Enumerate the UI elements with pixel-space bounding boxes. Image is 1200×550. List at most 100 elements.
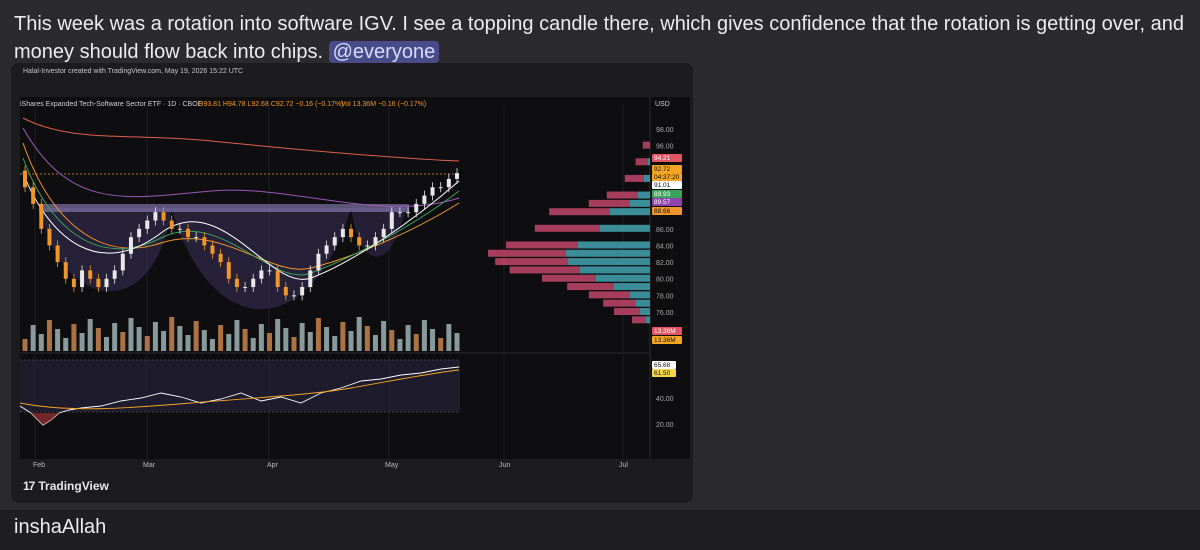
rsi-tick: 40.00	[656, 396, 674, 403]
price-badge: 91.01	[654, 182, 671, 189]
price-tick: 98.00	[656, 127, 674, 134]
candle-body	[177, 228, 182, 230]
volume-bar	[315, 318, 321, 351]
volume-profile-sell	[642, 141, 650, 149]
volume-profile-buy	[600, 224, 650, 232]
chart-image[interactable]: Halal-Investor created with TradingView.…	[11, 63, 693, 503]
price-tick: 78.00	[656, 293, 674, 300]
rsi-badge: 65.68	[654, 362, 671, 369]
candle-body	[186, 228, 191, 238]
candle-body	[438, 187, 443, 189]
rsi-band	[20, 360, 460, 412]
candle-body	[291, 295, 296, 297]
volume-bar	[421, 320, 427, 351]
price-badge: 94.21	[654, 155, 671, 162]
volume-badge: 13.36M	[654, 328, 676, 335]
message-body: This week was a rotation into software I…	[14, 13, 1184, 63]
price-chart: iShares Expanded Tech-Software Sector ET…	[19, 97, 690, 469]
volume-profile-sell	[549, 208, 610, 216]
price-badge-bg	[652, 165, 682, 173]
price-tick: 76.00	[656, 310, 674, 317]
candle-body	[316, 253, 321, 271]
reply-text: inshaAllah	[14, 516, 107, 538]
volume-bar	[193, 321, 199, 351]
volume-bar	[258, 324, 264, 351]
volume-bar	[299, 323, 305, 351]
candle-body	[259, 270, 264, 279]
volume-profile-sell	[603, 299, 636, 307]
volume-profile-sell	[588, 199, 630, 207]
candle-body	[63, 262, 68, 279]
ma-50-line	[22, 142, 460, 270]
volume-profile-buy	[578, 241, 650, 249]
volume-bar	[340, 322, 346, 351]
candle-body	[104, 278, 109, 288]
volume-profile-sell	[624, 174, 644, 182]
volume-bar	[185, 335, 191, 351]
volume-bar	[144, 336, 150, 351]
candle-body	[349, 228, 354, 238]
volume-badge-bg	[652, 336, 682, 344]
candle-body	[120, 253, 125, 271]
price-badge: 88.66	[654, 208, 671, 215]
candle-body	[96, 278, 101, 288]
candle-body	[422, 195, 427, 204]
rsi-badge-bg	[652, 361, 676, 369]
volume-profile-buy	[566, 249, 650, 257]
candle-body	[251, 278, 256, 288]
candle-body	[218, 253, 223, 263]
volume-profile-sell	[509, 266, 580, 274]
volume-profile-buy	[646, 316, 650, 324]
candle-body	[153, 212, 158, 221]
volume-bar	[389, 330, 395, 351]
volume-profile-sell	[588, 291, 630, 299]
volume-bar	[397, 339, 403, 351]
candle-body	[324, 245, 329, 254]
candle-body	[397, 212, 402, 214]
rsi-oversold-fill	[31, 413, 59, 425]
candle-body	[365, 245, 370, 247]
candle-body	[55, 245, 60, 263]
volume-bar	[30, 325, 36, 351]
volume-bar	[201, 330, 207, 351]
price-badge: 89.57	[654, 199, 671, 206]
rsi-tick: 20.00	[656, 422, 674, 429]
volume-bar	[372, 335, 378, 351]
volume-profile-buy	[596, 274, 650, 282]
candle-body	[308, 270, 313, 288]
volume-bar	[413, 334, 419, 351]
price-tick: 86.00	[656, 227, 674, 234]
candle-body	[357, 237, 362, 246]
volume-profile-sell	[632, 316, 646, 324]
volume-bar	[95, 328, 101, 351]
candle-body	[145, 220, 150, 229]
volume-bar	[291, 337, 297, 351]
month-label: Feb	[33, 462, 45, 469]
volume-profile-sell	[567, 283, 614, 291]
candle-body	[112, 270, 117, 279]
volume-profile-buy	[648, 158, 650, 166]
chart-volume-readout: Vol 13.36M −0.16 (−0.17%)	[341, 101, 426, 108]
volume-bar	[381, 321, 387, 351]
volume-profile-buy	[636, 299, 650, 307]
volume-bar	[250, 338, 256, 351]
volume-profile-buy	[638, 191, 650, 199]
candle-body	[332, 237, 337, 246]
month-label: Jun	[499, 462, 510, 469]
price-badge-bg	[652, 190, 682, 198]
volume-profile-sell	[635, 158, 648, 166]
candle-body	[406, 212, 411, 214]
candle-body	[128, 237, 133, 254]
candle-body	[88, 270, 93, 279]
month-label: May	[385, 462, 399, 469]
candle-body	[80, 270, 85, 288]
candle-body	[226, 262, 231, 279]
volume-bar	[46, 320, 52, 351]
mention-everyone[interactable]: @everyone	[328, 41, 440, 63]
month-label: Jul	[619, 462, 628, 469]
volume-profile-buy	[644, 174, 650, 182]
volume-bars	[22, 317, 460, 351]
candle-body	[446, 178, 451, 188]
volume-bar	[128, 318, 134, 351]
volume-profile-sell	[534, 224, 600, 232]
